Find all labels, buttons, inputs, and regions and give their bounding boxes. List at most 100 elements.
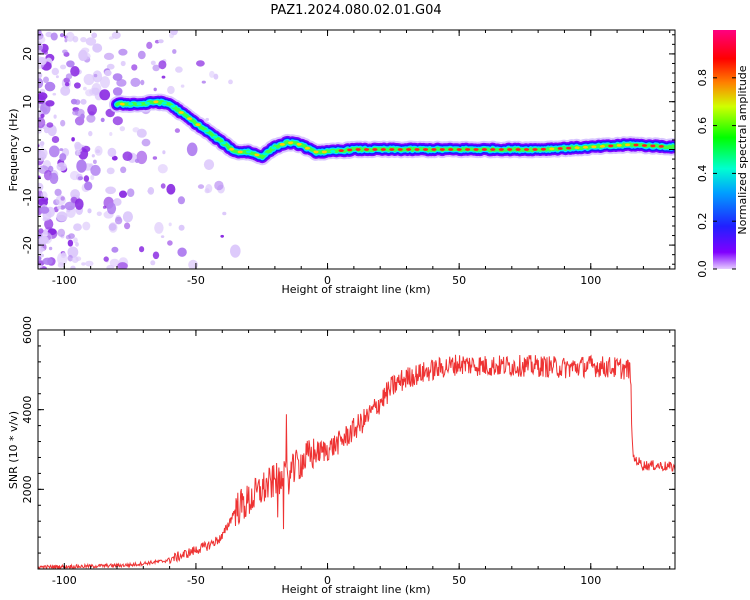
spectrogram-noise-blob xyxy=(38,228,44,234)
spectrogram-noise-blob xyxy=(38,244,44,255)
ridge-peak-mark xyxy=(355,148,361,151)
ridge-peak-mark xyxy=(641,144,648,147)
ridge-peak-mark xyxy=(465,148,471,151)
spectrogram-noise-blob xyxy=(119,190,127,198)
spectrogram-noise-blob xyxy=(85,260,94,267)
ridge-peak-mark xyxy=(246,150,252,154)
spectrogram-noise-blob xyxy=(49,145,60,158)
ridge-peak-mark xyxy=(220,141,226,145)
spectrogram-x-tick-label: 50 xyxy=(452,274,466,287)
ridge-peak-mark xyxy=(254,153,260,157)
spectrogram-noise-blob xyxy=(66,60,75,68)
spectrogram-noise-blob xyxy=(172,49,177,54)
spectrogram-x-tick-label: -50 xyxy=(187,274,205,287)
spectrogram-noise-blob xyxy=(73,223,82,231)
spectrogram-noise-blob xyxy=(131,64,138,71)
ridge-peak-mark xyxy=(380,148,386,151)
colorbar: 0.0 0.2 0.4 0.6 0.8 Normalized spectral ampl… xyxy=(696,30,749,278)
ridge-peak-mark xyxy=(540,147,547,151)
spectrogram-noise-blob xyxy=(161,75,166,79)
spectrogram-noise-blob xyxy=(42,257,53,265)
spectrogram-noise-blob xyxy=(38,72,43,79)
spectrogram-noise-blob xyxy=(114,216,123,225)
spectrogram-noise-blob xyxy=(103,256,109,262)
snr-y-axis-label: SNR (10 * v/v) xyxy=(7,411,20,489)
spectrogram-noise-blob xyxy=(70,189,80,200)
spectrogram-noise-blob xyxy=(120,166,127,174)
spectrogram-noise-blob xyxy=(134,158,140,163)
ridge-peak-mark xyxy=(153,100,159,104)
spectrogram-noise-blob xyxy=(73,237,78,244)
colorbar-ticks: 0.0 0.2 0.4 0.6 0.8 xyxy=(696,69,736,278)
spectrogram-noise-blob xyxy=(106,202,117,215)
spectrogram-noise-blob xyxy=(38,255,42,262)
ridge-peak-mark xyxy=(119,102,125,106)
ridge-peak-mark xyxy=(473,148,479,151)
ridge-peak-mark xyxy=(574,146,580,150)
spectrogram-noise-blob xyxy=(48,246,53,251)
spectrogram-noise-blob xyxy=(51,136,60,143)
ridge-peak-mark xyxy=(195,123,201,127)
ridge-peak-mark xyxy=(187,117,193,120)
spectrogram-noise-blob xyxy=(214,180,224,191)
spectrogram-noise-blob xyxy=(166,183,176,195)
spectrogram-noise-blob xyxy=(106,167,115,175)
spectrogram-noise-blob xyxy=(55,75,59,79)
spectrogram-noise-blob xyxy=(80,37,87,43)
spectrogram-noise-blob xyxy=(118,48,128,56)
spectrogram-x-axis-label: Height of straight line (km) xyxy=(281,283,430,296)
spectrogram-noise-blob xyxy=(85,89,94,97)
spectrogram-noise-blob xyxy=(61,252,67,257)
ridge-peak-mark xyxy=(304,146,311,150)
spectrogram-noise-blob xyxy=(124,222,131,230)
spectrogram-y-axis-label: Frequency (Hz) xyxy=(7,109,20,192)
spectrogram-noise-blob xyxy=(90,164,101,176)
spectrogram-noise-blob xyxy=(95,149,101,154)
spectrogram-noise-blob xyxy=(49,172,59,184)
spectrogram-noise-blob xyxy=(169,32,174,39)
spectrogram-noise-blob xyxy=(38,77,44,89)
spectrogram-noise-blob xyxy=(230,244,241,258)
spectrogram-noise-blob xyxy=(57,262,65,268)
ridge-peak-mark xyxy=(422,148,429,151)
spectrogram-noise-blob xyxy=(45,100,55,107)
ridge-peak-mark xyxy=(490,148,496,151)
spectrogram-x-tick-label: -100 xyxy=(52,274,77,287)
spectrogram-noise-blob xyxy=(209,70,215,78)
spectrogram-noise-blob xyxy=(177,247,187,257)
spectrogram-noise-blob xyxy=(92,70,103,83)
spectrogram-noise-blob xyxy=(93,159,97,164)
spectrogram-noise-blob xyxy=(220,234,224,238)
ridge-peak-mark xyxy=(321,150,327,154)
spectrogram-noise-blob xyxy=(154,222,164,234)
ridge-peak-mark xyxy=(170,105,176,108)
ridge-peak-mark xyxy=(397,148,403,151)
spectrogram-noise-blob xyxy=(38,182,44,192)
spectrogram-noise-blob xyxy=(205,117,209,122)
spectrogram-noise-blob xyxy=(175,66,183,73)
spectrogram-noise-blob xyxy=(180,84,185,88)
ridge-peak-mark xyxy=(599,145,606,148)
spectrogram-noise-blob xyxy=(70,196,78,204)
snr-x-axis-label: Height of straight line (km) xyxy=(281,583,430,596)
spectrogram-y-tick-label: -20 xyxy=(21,236,34,254)
ridge-peak-mark xyxy=(389,148,395,151)
spectrogram-noise-blob xyxy=(109,258,120,267)
spectrogram-noise-blob xyxy=(137,50,146,60)
ridge-peak-mark xyxy=(582,145,589,149)
spectrogram-noise-blob xyxy=(39,206,50,214)
ridge-peak-mark xyxy=(650,144,656,148)
spectrogram-y-tick-label: 10 xyxy=(21,95,34,109)
spectrogram-noise-blob xyxy=(43,50,48,55)
spectrogram-noise-blob xyxy=(158,39,164,44)
ridge-peak-mark xyxy=(144,101,151,105)
snr-panel: -100 -50 0 50 100 2000 4000 6000 Height of stra… xyxy=(7,316,676,596)
spectrogram-noise-blob xyxy=(140,79,145,86)
ridge-peak-mark xyxy=(557,147,563,150)
spectrogram-noise-blob xyxy=(56,211,68,222)
spectrogram-noise-blob xyxy=(38,264,43,269)
spectrogram-noise-blob xyxy=(116,79,127,87)
spectrogram-noise-blob xyxy=(130,77,141,87)
spectrogram-noise-blob xyxy=(75,242,79,247)
